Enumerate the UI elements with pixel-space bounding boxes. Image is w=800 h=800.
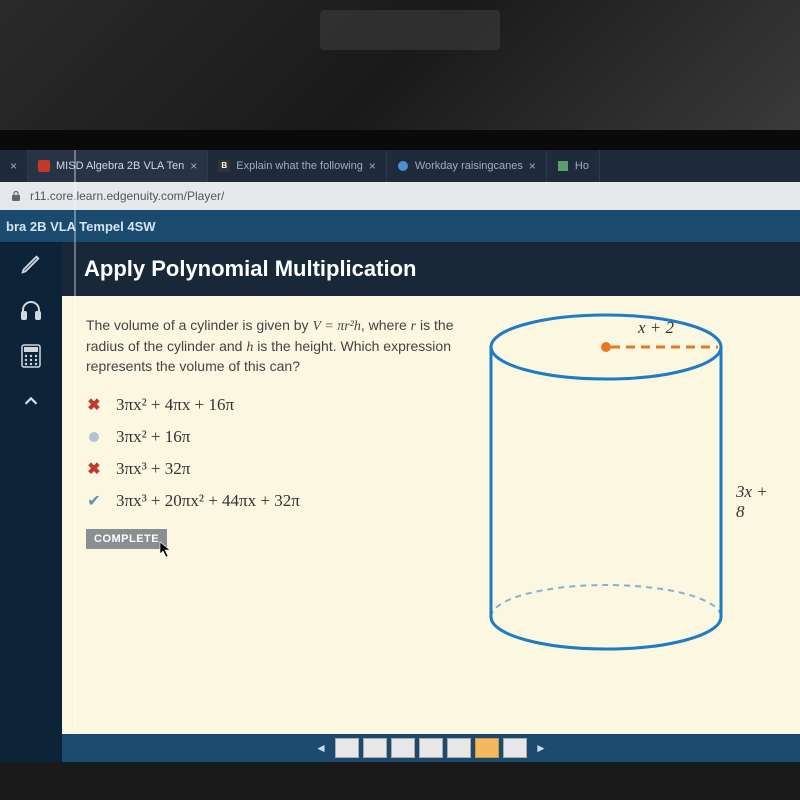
q-formula: V = πr²h — [312, 319, 360, 334]
option-1[interactable]: ✖ 3πx² + 4πx + 16π — [86, 395, 466, 415]
slide-title-text: Apply Polynomial Multiplication — [84, 256, 416, 281]
tab-workday[interactable]: Workday raisingcanes × — [387, 150, 547, 182]
close-icon[interactable]: × — [190, 159, 197, 173]
wrong-icon: ✖ — [86, 395, 102, 415]
complete-label: COMPLETE — [94, 533, 159, 545]
favicon-icon: B — [218, 160, 230, 172]
question-column: The volume of a cylinder is given by V =… — [86, 316, 466, 712]
nav-frame-2[interactable] — [363, 738, 387, 758]
tab-label: MISD Algebra 2B VLA Ten — [56, 160, 184, 172]
favicon-icon — [557, 160, 569, 172]
photo-background-top — [0, 0, 800, 130]
address-bar[interactable]: r11.core.learn.edgenuity.com/Player/ — [0, 182, 800, 210]
height-label: 3x + 8 — [736, 482, 776, 522]
cylinder-figure — [486, 312, 736, 657]
course-header: bra 2B VLA Tempel 4SW — [0, 210, 800, 242]
close-icon[interactable]: × — [529, 159, 536, 173]
nav-frame-5[interactable] — [447, 738, 471, 758]
q-part: The volume of a cylinder is given by — [86, 317, 312, 333]
prev-arrow-icon[interactable]: ◄ — [311, 738, 331, 758]
tab-misd-algebra[interactable]: MISD Algebra 2B VLA Ten × — [28, 150, 208, 182]
tab-label: Ho — [575, 160, 589, 172]
option-text: 3πx² + 4πx + 16π — [116, 395, 234, 415]
url-text: r11.core.learn.edgenuity.com/Player/ — [30, 189, 224, 203]
radio-icon — [89, 432, 99, 442]
slide-title: Apply Polynomial Multiplication — [62, 242, 800, 296]
left-sidebar — [0, 242, 62, 762]
calculator-icon[interactable] — [17, 342, 45, 370]
option-text: 3πx³ + 32π — [116, 459, 190, 479]
cursor-icon — [159, 541, 173, 559]
radius-label: x + 2 — [638, 318, 674, 338]
option-4[interactable]: ✔ 3πx³ + 20πx² + 44πx + 32π — [86, 491, 466, 511]
answer-options: ✖ 3πx² + 4πx + 16π 3πx² + 16π ✖ 3πx³ + 3… — [86, 395, 466, 511]
height-label-text: 3x + 8 — [736, 482, 768, 521]
nav-frame-7[interactable] — [503, 738, 527, 758]
close-icon[interactable]: × — [369, 159, 376, 173]
lock-icon — [10, 190, 22, 202]
nav-frame-4[interactable] — [419, 738, 443, 758]
q-part: , where — [361, 317, 411, 333]
pencil-icon[interactable] — [17, 250, 45, 278]
favicon-icon — [397, 160, 409, 172]
main-area: Apply Polynomial Multiplication The volu… — [0, 242, 800, 762]
option-text: 3πx² + 16π — [116, 427, 190, 447]
tab-label: Explain what the following — [236, 160, 363, 172]
laptop-bezel — [0, 130, 800, 150]
nav-frame-3[interactable] — [391, 738, 415, 758]
favicon-icon — [38, 160, 50, 172]
next-arrow-icon[interactable]: ► — [531, 738, 551, 758]
slide-body: The volume of a cylinder is given by V =… — [62, 296, 800, 762]
option-2[interactable]: 3πx² + 16π — [86, 427, 466, 447]
tab-explain[interactable]: B Explain what the following × — [208, 150, 387, 182]
figure-column: x + 2 3x + 8 — [466, 316, 776, 712]
nav-frame-6-current[interactable] — [475, 738, 499, 758]
question-text: The volume of a cylinder is given by V =… — [86, 316, 466, 377]
complete-button[interactable]: COMPLETE — [86, 529, 167, 549]
close-icon[interactable]: × — [10, 159, 17, 173]
collapse-icon[interactable] — [17, 388, 45, 416]
option-3[interactable]: ✖ 3πx³ + 32π — [86, 459, 466, 479]
bottom-nav: ◄ ► — [62, 734, 800, 762]
headphones-icon[interactable] — [17, 296, 45, 324]
slide-content: Apply Polynomial Multiplication The volu… — [62, 242, 800, 762]
wrong-icon: ✖ — [86, 459, 102, 479]
course-title: bra 2B VLA Tempel 4SW — [6, 219, 156, 234]
tab-label: Workday raisingcanes — [415, 160, 523, 172]
nav-frame-1[interactable] — [335, 738, 359, 758]
tab-blank[interactable]: × — [0, 150, 28, 182]
tab-partial[interactable]: Ho — [547, 150, 600, 182]
option-text: 3πx³ + 20πx² + 44πx + 32π — [116, 491, 300, 511]
browser-tab-strip: × MISD Algebra 2B VLA Ten × B Explain wh… — [0, 150, 800, 182]
check-icon: ✔ — [86, 491, 102, 511]
